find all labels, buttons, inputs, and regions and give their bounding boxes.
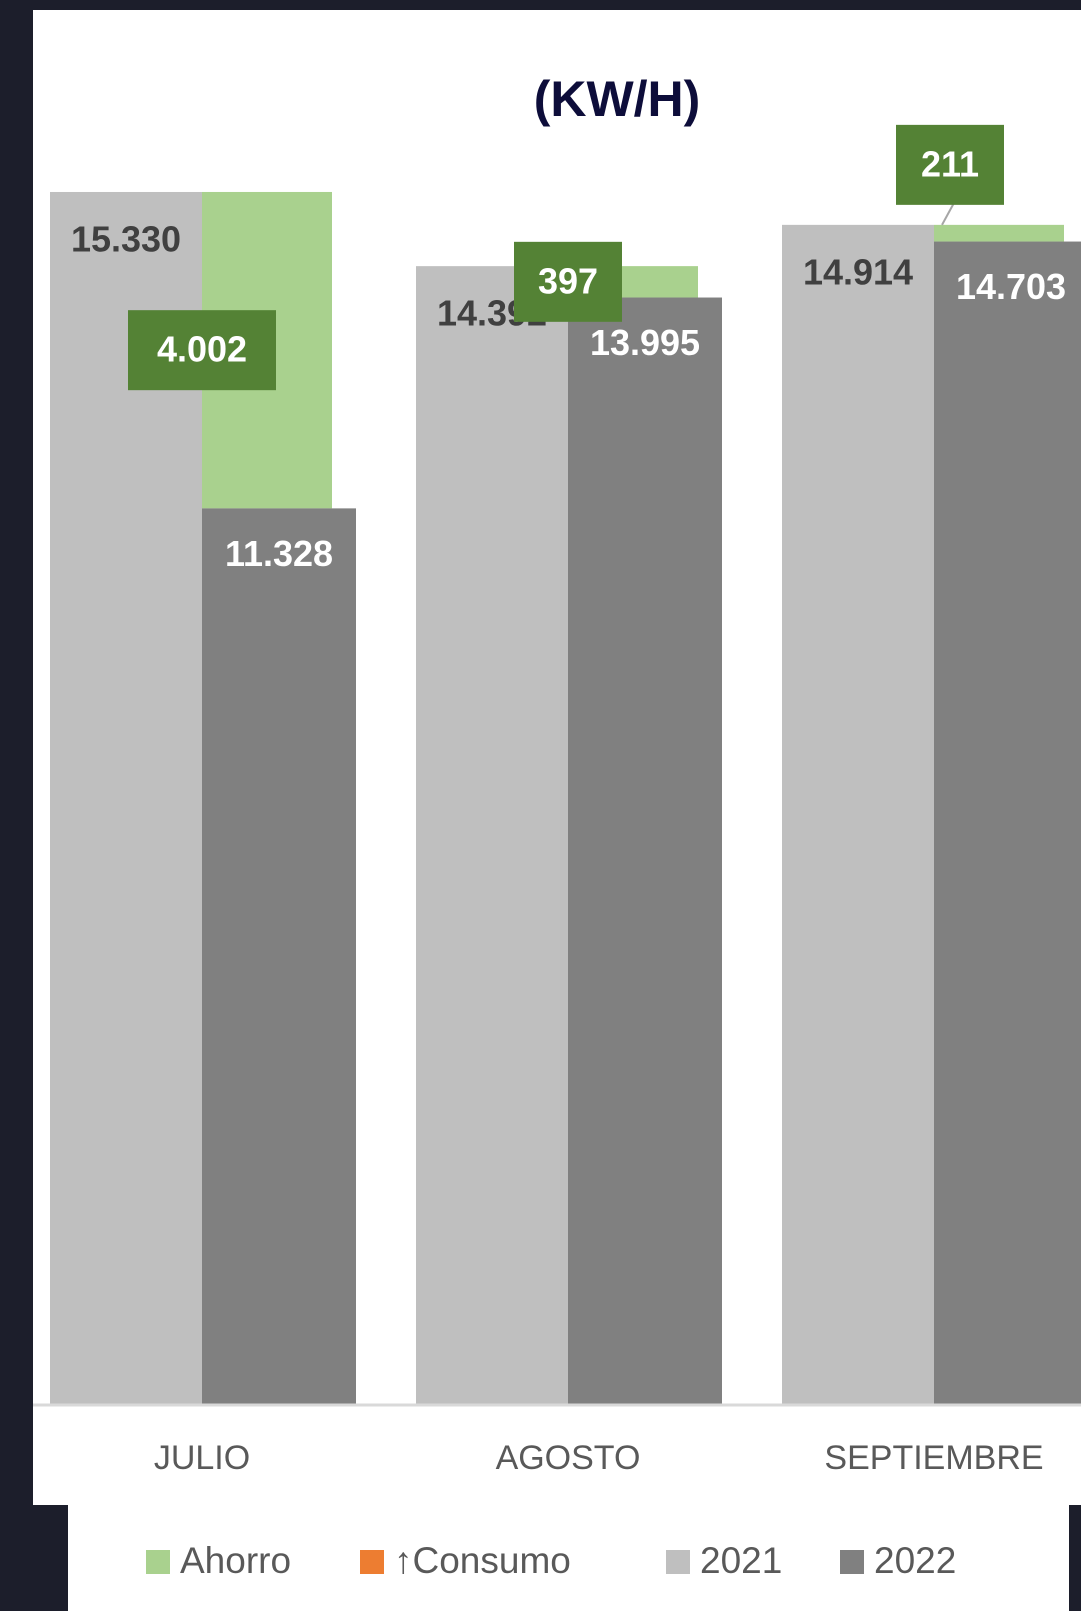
- bar-2021: [782, 224, 934, 1405]
- chart-title: (KW/H): [534, 71, 701, 127]
- value-label-ahorro: 397: [538, 260, 598, 301]
- value-label-2022: 11.328: [225, 533, 333, 574]
- bar-2022: [568, 297, 722, 1405]
- value-label-2021: 14.914: [803, 251, 913, 292]
- bar-2022: [934, 241, 1081, 1404]
- value-label-ahorro: 4.002: [157, 329, 247, 370]
- x-tick-label: JULIO: [154, 1439, 250, 1477]
- value-label-2021: 15.330: [71, 218, 181, 259]
- value-label-box: [514, 241, 622, 322]
- legend-label: Ahorro: [180, 1540, 291, 1581]
- bar-2022: [202, 508, 356, 1404]
- legend-swatch: [666, 1550, 690, 1574]
- legend-panel: [68, 1500, 1069, 1611]
- x-tick-label: AGOSTO: [496, 1439, 641, 1477]
- legend-swatch: [360, 1550, 384, 1574]
- bar-2021: [50, 191, 202, 1404]
- legend-label: ↑Consumo: [394, 1540, 571, 1581]
- legend-label: 2021: [700, 1540, 782, 1581]
- value-label-ahorro: 211: [921, 143, 979, 184]
- leader-line: [941, 202, 955, 226]
- legend-swatch: [146, 1550, 170, 1574]
- bar-ahorro: [934, 224, 1064, 242]
- x-tick-label: SEPTIEMBRE: [824, 1439, 1043, 1477]
- bar-2021: [416, 266, 568, 1404]
- value-label-2022: 13.995: [590, 322, 700, 363]
- value-label-2022: 14.703: [956, 266, 1066, 307]
- value-label-box: [896, 124, 1004, 205]
- value-label-box: [128, 310, 276, 391]
- legend-swatch: [840, 1550, 864, 1574]
- legend-label: 2022: [874, 1540, 956, 1581]
